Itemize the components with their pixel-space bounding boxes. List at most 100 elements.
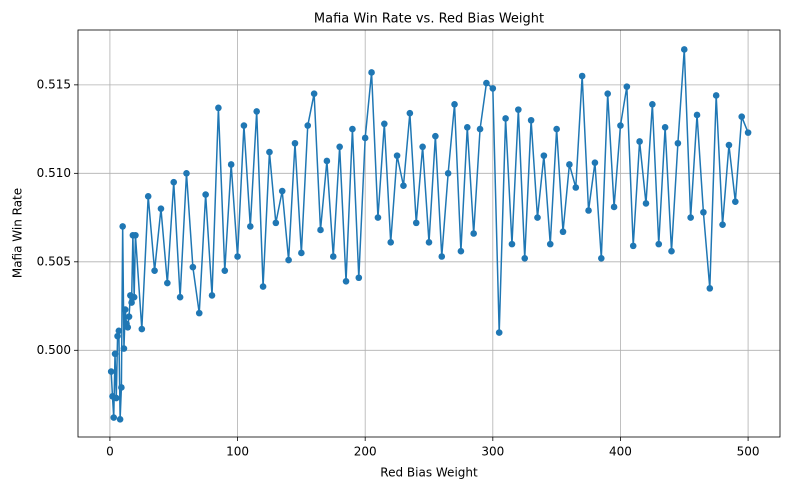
data-point bbox=[107, 368, 115, 375]
data-point bbox=[120, 345, 128, 352]
data-point bbox=[183, 170, 190, 177]
data-point bbox=[240, 122, 248, 129]
data-point bbox=[285, 256, 292, 264]
data-point bbox=[515, 106, 522, 113]
data-point bbox=[125, 313, 133, 320]
data-point bbox=[598, 254, 605, 262]
data-point bbox=[521, 254, 529, 262]
data-point bbox=[649, 101, 656, 108]
data-point bbox=[457, 247, 465, 255]
data-point bbox=[170, 178, 178, 186]
data-point bbox=[247, 223, 254, 230]
data-point bbox=[387, 239, 395, 246]
data-point bbox=[732, 198, 739, 205]
data-point bbox=[636, 138, 643, 145]
data-point bbox=[476, 125, 484, 133]
data-point bbox=[361, 134, 369, 142]
data-point bbox=[124, 323, 132, 331]
data-point bbox=[116, 416, 124, 423]
data-point bbox=[508, 240, 516, 248]
data-point bbox=[259, 283, 267, 290]
data-point bbox=[227, 161, 235, 168]
data-point bbox=[202, 191, 209, 198]
data-point bbox=[272, 219, 280, 227]
data-point bbox=[425, 239, 433, 246]
data-point bbox=[176, 293, 184, 301]
data-point bbox=[463, 124, 471, 131]
y-tick-label: 0.515 bbox=[37, 77, 71, 91]
x-tick-label: 200 bbox=[354, 445, 377, 459]
data-point bbox=[132, 231, 139, 239]
data-point bbox=[221, 267, 229, 274]
data-point bbox=[128, 299, 135, 306]
data-point bbox=[234, 253, 241, 260]
chart-title: Mafia Win Rate vs. Red Bias Weight bbox=[314, 12, 544, 27]
data-point bbox=[157, 205, 165, 213]
data-point bbox=[553, 125, 560, 133]
data-point bbox=[661, 124, 669, 131]
y-tick-label: 0.500 bbox=[37, 343, 71, 357]
data-point bbox=[706, 285, 714, 292]
data-point bbox=[393, 152, 401, 159]
data-point bbox=[712, 92, 720, 99]
data-point bbox=[368, 69, 375, 76]
data-point bbox=[559, 228, 567, 236]
data-point bbox=[419, 143, 426, 151]
data-point bbox=[438, 253, 446, 260]
data-point bbox=[725, 141, 733, 149]
data-point bbox=[195, 309, 203, 317]
data-point bbox=[118, 384, 125, 391]
x-tick-label: 300 bbox=[481, 445, 504, 459]
data-point bbox=[572, 184, 580, 191]
data-point bbox=[629, 242, 637, 250]
data-point bbox=[144, 193, 152, 200]
data-point bbox=[527, 116, 535, 124]
data-point bbox=[693, 111, 701, 119]
data-point bbox=[112, 394, 120, 402]
data-point bbox=[151, 267, 158, 274]
data-point bbox=[400, 182, 407, 190]
data-point bbox=[687, 214, 694, 221]
data-point bbox=[130, 293, 138, 301]
data-point bbox=[381, 120, 388, 128]
y-tick-label: 0.505 bbox=[37, 254, 71, 268]
data-point bbox=[546, 240, 554, 248]
data-point bbox=[374, 214, 382, 221]
data-point bbox=[138, 325, 146, 333]
data-point bbox=[623, 83, 631, 90]
data-point bbox=[585, 207, 592, 214]
data-point bbox=[451, 101, 458, 108]
data-point bbox=[114, 332, 121, 340]
data-point bbox=[317, 226, 324, 234]
data-point bbox=[278, 187, 286, 195]
data-point bbox=[164, 279, 171, 287]
data-point bbox=[412, 219, 420, 227]
data-point bbox=[502, 115, 509, 122]
x-tick-label: 400 bbox=[609, 445, 632, 459]
data-point bbox=[674, 139, 682, 147]
data-point bbox=[489, 85, 497, 92]
data-point bbox=[406, 109, 414, 117]
data-point bbox=[483, 79, 490, 87]
data-point bbox=[604, 90, 611, 98]
data-point bbox=[578, 72, 586, 80]
data-point bbox=[470, 230, 477, 237]
data-point bbox=[566, 161, 573, 168]
series-line bbox=[110, 49, 749, 420]
y-tick-label: 0.510 bbox=[37, 166, 71, 180]
data-point bbox=[534, 214, 541, 221]
data-point bbox=[738, 113, 746, 121]
data-point bbox=[215, 104, 222, 112]
plot-frame bbox=[77, 29, 781, 438]
data-point bbox=[355, 274, 363, 282]
y-axis-label: Mafia Win Rate bbox=[11, 188, 25, 278]
data-point bbox=[591, 159, 599, 167]
data-point bbox=[540, 152, 548, 159]
x-tick-label: 0 bbox=[106, 445, 114, 459]
data-point bbox=[668, 247, 675, 255]
data-point bbox=[115, 327, 123, 335]
data-point bbox=[617, 122, 624, 129]
data-point bbox=[298, 249, 305, 257]
data-point bbox=[719, 221, 726, 228]
